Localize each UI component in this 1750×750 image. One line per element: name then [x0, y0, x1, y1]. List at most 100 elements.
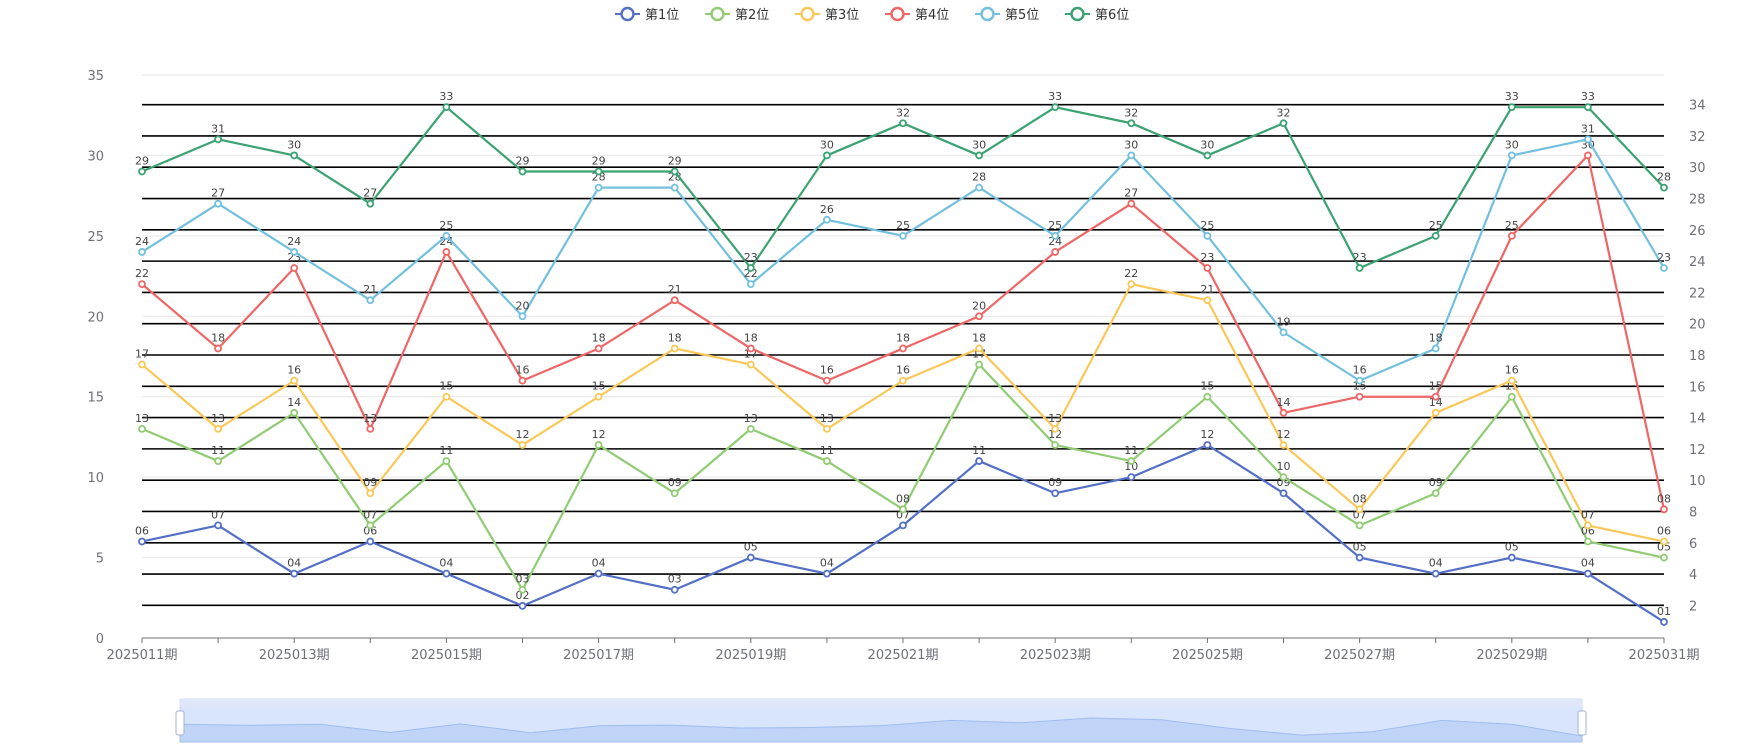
data-point[interactable] — [899, 344, 907, 353]
data-point[interactable] — [1507, 376, 1516, 385]
data-point[interactable] — [1660, 553, 1668, 562]
data-point[interactable] — [1051, 103, 1060, 112]
data-point[interactable] — [138, 167, 146, 176]
data-point[interactable] — [366, 296, 375, 305]
data-point[interactable] — [442, 569, 451, 578]
data-point[interactable] — [1584, 135, 1592, 144]
data-point[interactable] — [1584, 537, 1592, 546]
data-point[interactable] — [1127, 280, 1136, 289]
data-point[interactable] — [594, 167, 603, 176]
data-point[interactable] — [366, 537, 375, 546]
data-point[interactable] — [442, 392, 451, 401]
data-point[interactable] — [1660, 505, 1668, 514]
data-point[interactable] — [442, 248, 451, 256]
data-point[interactable] — [899, 376, 907, 385]
data-point[interactable] — [975, 457, 983, 465]
data-point[interactable] — [1507, 151, 1516, 160]
data-point[interactable] — [1660, 264, 1668, 272]
data-point[interactable] — [1279, 441, 1288, 449]
data-point[interactable] — [442, 231, 451, 240]
zoom-selected-range[interactable] — [180, 707, 1582, 742]
data-point[interactable] — [1355, 521, 1364, 530]
data-point[interactable] — [1279, 473, 1288, 482]
data-point[interactable] — [1127, 473, 1136, 482]
data-point[interactable] — [290, 248, 299, 256]
data-point[interactable] — [899, 231, 907, 240]
legend-item[interactable]: 第5位 — [975, 6, 1039, 23]
data-point[interactable] — [746, 264, 755, 272]
data-point[interactable] — [899, 521, 907, 530]
data-point[interactable] — [746, 344, 755, 353]
data-point[interactable] — [1203, 392, 1212, 401]
data-point[interactable] — [823, 376, 831, 385]
data-point[interactable] — [1279, 328, 1288, 337]
data-point[interactable] — [1660, 183, 1668, 192]
data-point[interactable] — [290, 376, 299, 385]
data-point[interactable] — [975, 344, 983, 353]
data-point[interactable] — [746, 280, 755, 289]
legend-item[interactable]: 第3位 — [795, 6, 859, 23]
data-point[interactable] — [366, 424, 375, 433]
data-point[interactable] — [290, 151, 299, 160]
data-point[interactable] — [1660, 618, 1668, 626]
data-point[interactable] — [1431, 489, 1440, 498]
data-point[interactable] — [214, 344, 223, 353]
data-point[interactable] — [518, 376, 527, 385]
data-point[interactable] — [1431, 344, 1440, 353]
data-point[interactable] — [290, 264, 299, 272]
data-point[interactable] — [670, 489, 679, 498]
data-point[interactable] — [138, 360, 146, 369]
data-point[interactable] — [518, 601, 527, 610]
legend-item[interactable]: 第1位 — [615, 6, 679, 23]
data-point[interactable] — [823, 424, 831, 433]
data-point[interactable] — [214, 135, 223, 144]
data-point[interactable] — [138, 248, 146, 256]
data-point[interactable] — [138, 424, 146, 433]
data-point[interactable] — [1431, 392, 1440, 401]
data-point[interactable] — [1279, 408, 1288, 417]
data-point[interactable] — [1507, 231, 1516, 240]
zoom-handle-right[interactable] — [1577, 710, 1587, 736]
data-point[interactable] — [290, 408, 299, 417]
data-point[interactable] — [1127, 151, 1136, 160]
data-point[interactable] — [1051, 441, 1060, 449]
data-point[interactable] — [1507, 392, 1516, 401]
data-point[interactable] — [899, 119, 907, 128]
data-point[interactable] — [746, 360, 755, 369]
data-point[interactable] — [1051, 248, 1060, 256]
data-point[interactable] — [1507, 553, 1516, 562]
data-point[interactable] — [594, 392, 603, 401]
data-point[interactable] — [1127, 199, 1136, 208]
data-point[interactable] — [899, 505, 907, 514]
data-point[interactable] — [214, 521, 223, 530]
data-point[interactable] — [442, 457, 451, 465]
data-point[interactable] — [670, 585, 679, 594]
data-point[interactable] — [1584, 103, 1592, 112]
data-point[interactable] — [518, 441, 527, 449]
data-point[interactable] — [746, 424, 755, 433]
data-point[interactable] — [1355, 505, 1364, 514]
data-point[interactable] — [1279, 119, 1288, 128]
data-point[interactable] — [366, 521, 375, 530]
data-point[interactable] — [1051, 231, 1060, 240]
data-point[interactable] — [823, 215, 831, 224]
data-point[interactable] — [1584, 151, 1592, 160]
data-point[interactable] — [670, 167, 679, 176]
data-point[interactable] — [975, 312, 983, 321]
data-point[interactable] — [138, 537, 146, 546]
data-point[interactable] — [1355, 392, 1364, 401]
data-point[interactable] — [518, 585, 527, 594]
data-point[interactable] — [823, 457, 831, 465]
zoom-handle-left[interactable] — [175, 710, 185, 736]
data-point[interactable] — [214, 199, 223, 208]
data-point[interactable] — [670, 296, 679, 305]
data-point[interactable] — [670, 344, 679, 353]
data-point[interactable] — [1203, 264, 1212, 272]
data-point[interactable] — [1355, 264, 1364, 272]
data-point[interactable] — [1584, 569, 1592, 578]
data-point[interactable] — [1507, 103, 1516, 112]
data-point[interactable] — [518, 312, 527, 321]
data-point[interactable] — [1127, 119, 1136, 128]
data-point[interactable] — [1051, 424, 1060, 433]
data-point[interactable] — [1660, 537, 1668, 546]
